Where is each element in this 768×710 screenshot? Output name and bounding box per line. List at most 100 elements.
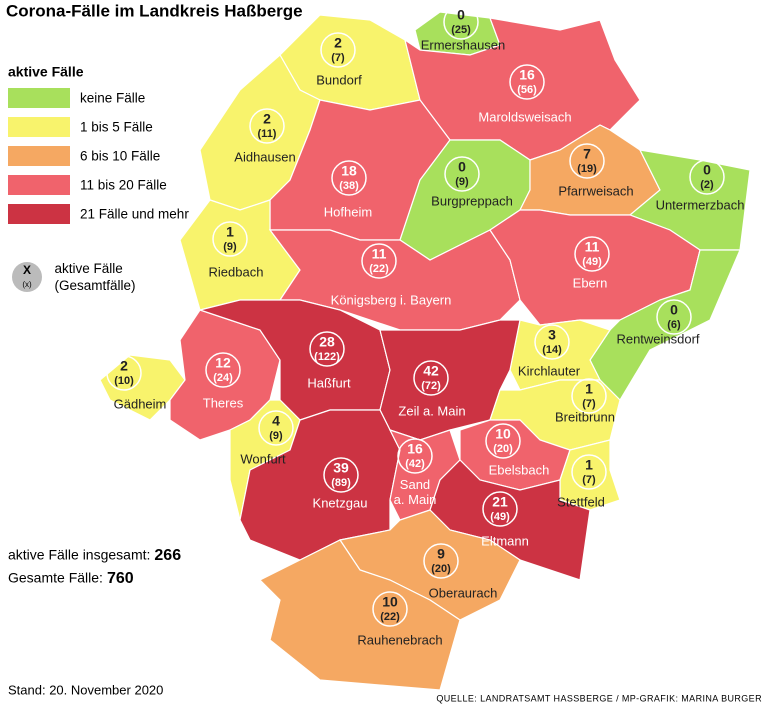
active-cases: 11 bbox=[372, 246, 387, 262]
region-name: Knetzgau bbox=[312, 495, 368, 511]
case-circle bbox=[656, 299, 692, 335]
region-name: Maroldsweisach bbox=[478, 109, 572, 125]
case-circle bbox=[482, 491, 518, 527]
region-name: Stettfeld bbox=[557, 494, 605, 510]
region-name: Sand a. Main bbox=[393, 477, 437, 507]
region-name: Aidhausen bbox=[234, 149, 296, 165]
region-name: Wonfurt bbox=[240, 451, 286, 467]
total-cases: (7) bbox=[582, 474, 596, 486]
case-circle bbox=[534, 324, 570, 360]
key-symbol-text: X bbox=[23, 263, 31, 277]
active-cases: 2 bbox=[334, 35, 342, 51]
case-circle bbox=[423, 543, 459, 579]
active-cases: 0 bbox=[457, 7, 465, 23]
region-name: Pfarrweisach bbox=[558, 183, 634, 199]
active-cases: 12 bbox=[215, 355, 231, 371]
total-cases: (22) bbox=[380, 611, 400, 623]
case-circle bbox=[258, 410, 294, 446]
total-cases: (49) bbox=[490, 511, 510, 523]
region-name: Königsberg i. Bayern bbox=[330, 292, 452, 308]
case-circle bbox=[509, 64, 545, 100]
total-cases: (25) bbox=[451, 24, 471, 36]
case-circle bbox=[444, 156, 480, 192]
region-name: Kirchlauter bbox=[517, 363, 581, 379]
total-cases: (20) bbox=[493, 443, 513, 455]
active-cases: 11 bbox=[585, 239, 600, 255]
case-circle bbox=[331, 160, 367, 196]
region-name: Hofheim bbox=[323, 204, 373, 220]
legend-title: aktive Fälle bbox=[8, 64, 84, 80]
total-cases: (14) bbox=[542, 344, 562, 356]
total-cases: (9) bbox=[269, 430, 283, 442]
active-cases: 4 bbox=[272, 413, 280, 429]
case-circle bbox=[397, 438, 433, 474]
active-cases: 2 bbox=[120, 358, 128, 374]
case-circle bbox=[212, 221, 248, 257]
key-symbol bbox=[12, 262, 42, 292]
case-circle bbox=[571, 378, 607, 414]
region-name: Eltmann bbox=[481, 533, 529, 549]
case-circle bbox=[323, 457, 359, 493]
total-value: 266 bbox=[154, 547, 181, 564]
legend-label: 1 bis 5 Fälle bbox=[80, 120, 153, 135]
legend-swatch bbox=[8, 146, 70, 166]
region bbox=[258, 539, 461, 691]
region-name: Bundorf bbox=[316, 72, 362, 88]
region-name: Ermershausen bbox=[420, 37, 506, 53]
region-name: Gädheim bbox=[113, 396, 167, 412]
active-cases: 2 bbox=[263, 111, 271, 127]
total-value: 760 bbox=[107, 570, 134, 587]
total-label: Gesamte Fälle: bbox=[8, 570, 103, 586]
total-cases: (49) bbox=[582, 256, 602, 268]
key-symbol-sub: (x) bbox=[22, 280, 32, 289]
total-cases: (7) bbox=[582, 398, 596, 410]
regions bbox=[99, 11, 751, 691]
active-cases: 1 bbox=[226, 224, 234, 240]
region-name: Rentweinsdorf bbox=[616, 331, 700, 347]
case-circle bbox=[574, 236, 610, 272]
total-cases: (56) bbox=[517, 84, 537, 96]
total-cases: (11) bbox=[258, 128, 277, 140]
total-cases: (24) bbox=[213, 372, 233, 384]
legend-label: 11 bis 20 Fälle bbox=[80, 178, 167, 193]
case-circle bbox=[443, 4, 479, 40]
total-cases: (7) bbox=[331, 52, 345, 64]
legend-label: keine Fälle bbox=[80, 91, 145, 106]
active-cases: 18 bbox=[341, 163, 357, 179]
total-cases: (22) bbox=[369, 263, 389, 275]
total-cases: (9) bbox=[223, 241, 237, 253]
active-cases: 0 bbox=[703, 162, 711, 178]
region-name: Haßfurt bbox=[307, 375, 351, 391]
active-cases: 28 bbox=[319, 334, 335, 350]
active-cases: 1 bbox=[585, 457, 593, 473]
date: Stand: 20. November 2020 bbox=[8, 682, 163, 697]
case-circle bbox=[205, 352, 241, 388]
legend-swatch bbox=[8, 175, 70, 195]
active-cases: 16 bbox=[519, 67, 535, 83]
case-circle bbox=[372, 591, 408, 627]
source: QUELLE: LANDRATSAMT HASSBERGE / MP-GRAFI… bbox=[436, 693, 762, 703]
total-cases: (19) bbox=[577, 163, 597, 175]
total-cases: (10) bbox=[114, 375, 134, 387]
legend-swatch bbox=[8, 117, 70, 137]
active-cases: 42 bbox=[423, 363, 439, 379]
total-cases: (6) bbox=[667, 319, 681, 331]
active-cases: 16 bbox=[407, 441, 423, 457]
active-cases: 1 bbox=[585, 381, 593, 397]
region-name: Theres bbox=[202, 395, 244, 411]
region-name: Breitbrunn bbox=[555, 409, 615, 425]
case-circle bbox=[320, 32, 356, 68]
total-cases: (122) bbox=[314, 351, 340, 363]
case-circle bbox=[413, 360, 449, 396]
legend-swatch bbox=[8, 88, 70, 108]
region-name: Riedbach bbox=[208, 264, 264, 280]
total-cases: (9) bbox=[455, 176, 469, 188]
region-name: Ebern bbox=[572, 275, 608, 291]
total-cases: (42) bbox=[405, 458, 425, 470]
legend-swatch bbox=[8, 204, 70, 224]
region bbox=[239, 409, 401, 561]
total-cases: (20) bbox=[431, 563, 451, 575]
case-circle bbox=[309, 331, 345, 367]
legend-label: 6 bis 10 Fälle bbox=[80, 149, 160, 164]
